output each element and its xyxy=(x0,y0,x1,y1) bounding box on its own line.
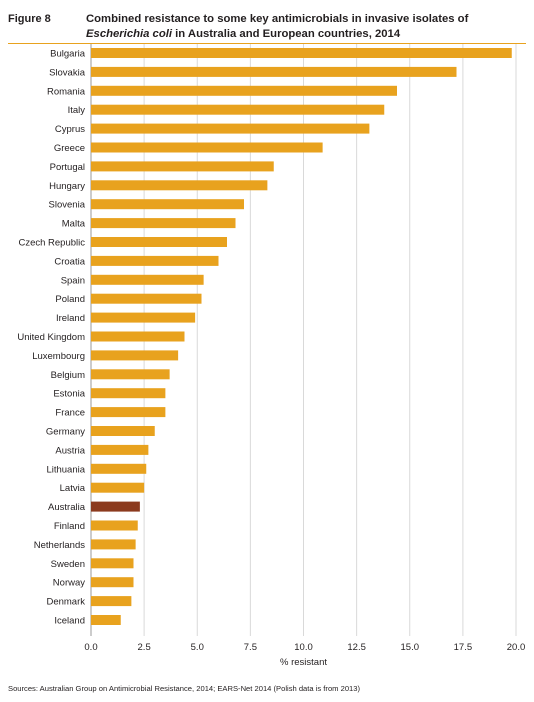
bar-croatia xyxy=(91,255,219,266)
figure-title-part2: in Australia and European countries, 201… xyxy=(172,28,401,40)
category-label: Cyprus xyxy=(55,124,85,135)
category-label: Slovenia xyxy=(49,200,86,211)
bar-australia xyxy=(91,501,140,512)
bar-romania xyxy=(91,85,397,96)
x-tick-label: 20.0 xyxy=(507,642,526,653)
category-label: Latvia xyxy=(60,483,86,494)
source-note: Sources: Australian Group on Antimicrobi… xyxy=(8,684,361,693)
category-label: France xyxy=(55,408,85,419)
bar-sweden xyxy=(91,558,134,569)
category-label: Luxembourg xyxy=(32,351,85,362)
x-tick-label: 2.5 xyxy=(138,642,151,653)
bar-italy xyxy=(91,104,385,115)
category-label: Czech Republic xyxy=(18,238,85,249)
bar-malta xyxy=(91,218,236,229)
category-label: Ireland xyxy=(56,313,85,324)
category-label: Germany xyxy=(46,427,85,438)
category-label: Spain xyxy=(61,275,85,286)
category-label: Bulgaria xyxy=(50,49,86,60)
category-label: Finland xyxy=(54,521,85,532)
category-label: Netherlands xyxy=(34,540,85,551)
category-label: Iceland xyxy=(54,616,85,627)
figure-label: Figure 8 xyxy=(8,13,51,25)
bar-austria xyxy=(91,444,149,455)
category-label: Australia xyxy=(48,502,86,513)
category-label: Austria xyxy=(55,445,85,456)
category-label: Poland xyxy=(55,294,85,305)
category-label: Croatia xyxy=(54,256,85,267)
bar-finland xyxy=(91,520,138,531)
x-tick-label: 7.5 xyxy=(244,642,257,653)
x-tick-label: 5.0 xyxy=(191,642,204,653)
figure-title-organism: Escherichia coli xyxy=(86,28,173,40)
x-tick-label: 12.5 xyxy=(347,642,366,653)
category-label: Slovakia xyxy=(49,67,86,78)
bar-spain xyxy=(91,274,204,285)
figure-title-part1: Combined resistance to some key antimicr… xyxy=(86,13,469,25)
bar-lithuania xyxy=(91,463,147,474)
category-label: Romania xyxy=(47,86,86,97)
bar-portugal xyxy=(91,161,274,172)
category-label: Lithuania xyxy=(46,464,85,475)
x-axis-title: % resistant xyxy=(280,657,327,668)
bar-iceland xyxy=(91,615,121,625)
figure-header: Figure 8 Combined resistance to some key… xyxy=(0,0,534,44)
bar-belgium xyxy=(91,369,170,380)
category-label: Portugal xyxy=(50,162,85,173)
category-label: Hungary xyxy=(49,181,85,192)
bar-ireland xyxy=(91,312,196,323)
bar-netherlands xyxy=(91,539,136,550)
bar-bulgaria xyxy=(91,48,512,58)
bar-greece xyxy=(91,142,323,153)
bar-latvia xyxy=(91,482,145,493)
bar-estonia xyxy=(91,388,166,399)
category-label: Sweden xyxy=(51,559,85,570)
category-label: Italy xyxy=(68,105,86,116)
bar-chart: 0.0 2.5 5.0 7.5 10.0 12.5 15.0 17.5 20.0 % resist… xyxy=(17,44,526,668)
bar-luxembourg xyxy=(91,350,179,361)
bar-united-kingdom xyxy=(91,331,185,342)
category-label: United Kingdom xyxy=(17,332,85,343)
bar-norway xyxy=(91,577,134,588)
x-tick-label: 17.5 xyxy=(454,642,473,653)
figure-title: Combined resistance to some key antimicr… xyxy=(86,12,526,42)
bar-denmark xyxy=(91,596,132,607)
category-label: Denmark xyxy=(46,597,85,608)
bar-poland xyxy=(91,293,202,304)
category-label: Norway xyxy=(53,578,85,589)
x-tick-label: 0.0 xyxy=(84,642,97,653)
bar-hungary xyxy=(91,180,268,191)
bar-cyprus xyxy=(91,123,370,134)
category-label: Greece xyxy=(54,143,85,154)
bar-czech-republic xyxy=(91,237,227,247)
x-tick-label: 15.0 xyxy=(401,642,420,653)
bar-slovenia xyxy=(91,199,244,210)
category-label: Malta xyxy=(62,219,86,230)
category-label: Belgium xyxy=(51,370,85,381)
category-label: Estonia xyxy=(53,389,85,400)
bar-germany xyxy=(91,426,155,436)
header-rule xyxy=(8,43,526,44)
x-tick-label: 10.0 xyxy=(294,642,313,653)
bar-france xyxy=(91,407,166,418)
bar-slovakia xyxy=(91,66,457,77)
